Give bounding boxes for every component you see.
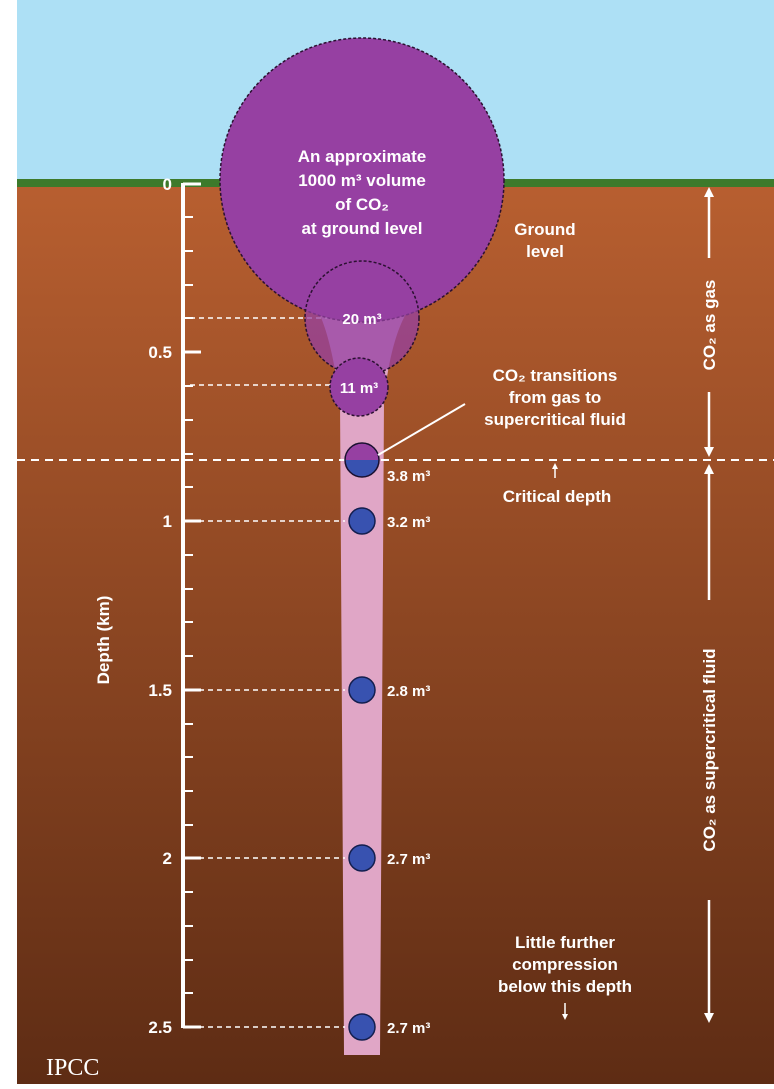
surface-line-4: at ground level [302, 219, 423, 238]
volume-label-20m3: 20 m³ [342, 311, 381, 328]
bubble-2-7m3-2-5km [348, 1013, 376, 1041]
svg-text:from gas to: from gas to [509, 388, 602, 407]
svg-text:compression: compression [512, 955, 618, 974]
gas-phase-label: CO₂ as gas [700, 280, 719, 371]
tick-label-1-5: 1.5 [148, 681, 172, 700]
surface-line-2: 1000 m³ volume [298, 171, 426, 190]
co2-plume [300, 290, 430, 1055]
depth-tick-labels: 0 0.5 1 1.5 2 2.5 [148, 175, 172, 1037]
volume-label-11m3: 11 m³ [340, 380, 378, 397]
bubble-3-2m3 [348, 507, 376, 535]
little-compression-label: Little further compression below this de… [498, 933, 632, 996]
volume-label-2-7m3-2-5km: 2.7 m³ [387, 1020, 430, 1037]
svg-text:CO₂ transitions: CO₂ transitions [493, 366, 618, 385]
svg-text:below this depth: below this depth [498, 977, 632, 996]
axis-title: Depth (km) [94, 596, 113, 685]
volume-label-2-7m3-2km: 2.7 m³ [387, 851, 430, 868]
depth-guide-lines [190, 317, 345, 1028]
supercritical-phase-label: CO₂ as supercritical fluid [700, 648, 719, 851]
bubble-2-8m3 [348, 676, 376, 704]
surface-line-3: of CO₂ [335, 195, 389, 214]
svg-text:level: level [526, 242, 564, 261]
critical-depth-label: Critical depth [503, 487, 612, 506]
bubble-20m3 [304, 260, 420, 376]
tick-label-2-5: 2.5 [148, 1018, 172, 1037]
source-credit: IPCC [46, 1055, 99, 1081]
tick-label-0: 0 [163, 175, 172, 194]
bubble-3-8m3 [344, 442, 380, 478]
surface-bubble-text: An approximate 1000 m³ volume of CO₂ at … [298, 147, 426, 238]
bubble-2-7m3-2km [348, 844, 376, 872]
tick-label-1: 1 [163, 512, 172, 531]
bubble-11m3 [329, 357, 389, 417]
transition-label: CO₂ transitions from gas to supercritica… [484, 366, 626, 429]
surface-line-1: An approximate [298, 147, 426, 166]
transition-pointer-line [377, 403, 466, 456]
tick-label-0-5: 0.5 [148, 343, 172, 362]
volume-label-3-2m3: 3.2 m³ [387, 514, 430, 531]
svg-text:Little further: Little further [515, 933, 615, 952]
svg-text:Ground: Ground [514, 220, 575, 239]
tick-label-2: 2 [163, 849, 172, 868]
volume-label-3-8m3: 3.8 m³ [387, 468, 430, 485]
svg-text:supercritical fluid: supercritical fluid [484, 410, 626, 429]
ground-level-label: Ground level [514, 220, 575, 261]
volume-label-2-8m3: 2.8 m³ [387, 683, 430, 700]
depth-axis [181, 182, 201, 1029]
